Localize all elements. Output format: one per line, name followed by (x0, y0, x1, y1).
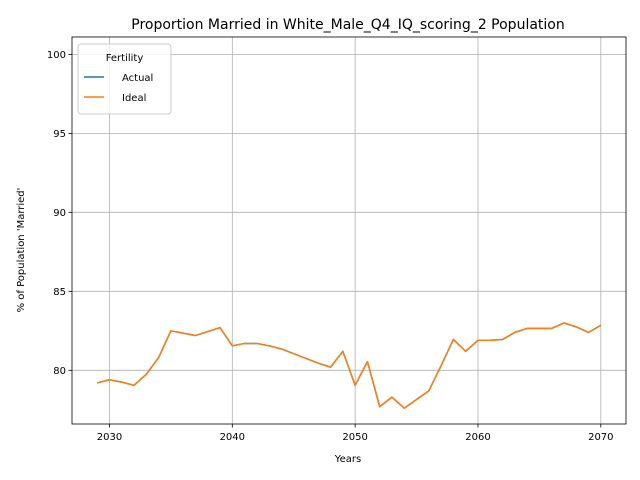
legend-label-ideal: Ideal (122, 93, 146, 104)
chart-title: Proportion Married in White_Male_Q4_IQ_s… (131, 17, 564, 33)
series-line-ideal (96, 322, 602, 409)
x-axis: 2030 2040 2050 2060 2070 (97, 424, 614, 443)
x-tick-label: 2040 (220, 432, 245, 443)
x-tick-label: 2060 (465, 432, 490, 443)
plot-frame (71, 36, 627, 425)
y-axis: 80 85 90 95 100 (47, 50, 72, 377)
legend: Fertility Actual Ideal (77, 43, 172, 115)
legend-title: Fertility (106, 53, 144, 64)
y-tick-label: 100 (47, 50, 66, 61)
x-tick-label: 2030 (97, 432, 122, 443)
series-layer (96, 322, 602, 409)
y-axis-label: % of Population 'Married' (16, 188, 27, 313)
x-tick-label: 2070 (588, 432, 613, 443)
y-tick-label: 95 (53, 129, 66, 140)
x-axis-label: Years (334, 454, 361, 465)
x-tick-label: 2050 (342, 432, 367, 443)
y-tick-label: 85 (53, 287, 66, 298)
series-line-actual (96, 322, 602, 409)
legend-label-actual: Actual (122, 73, 153, 84)
y-tick-label: 90 (53, 208, 66, 219)
y-tick-label: 80 (53, 366, 66, 377)
